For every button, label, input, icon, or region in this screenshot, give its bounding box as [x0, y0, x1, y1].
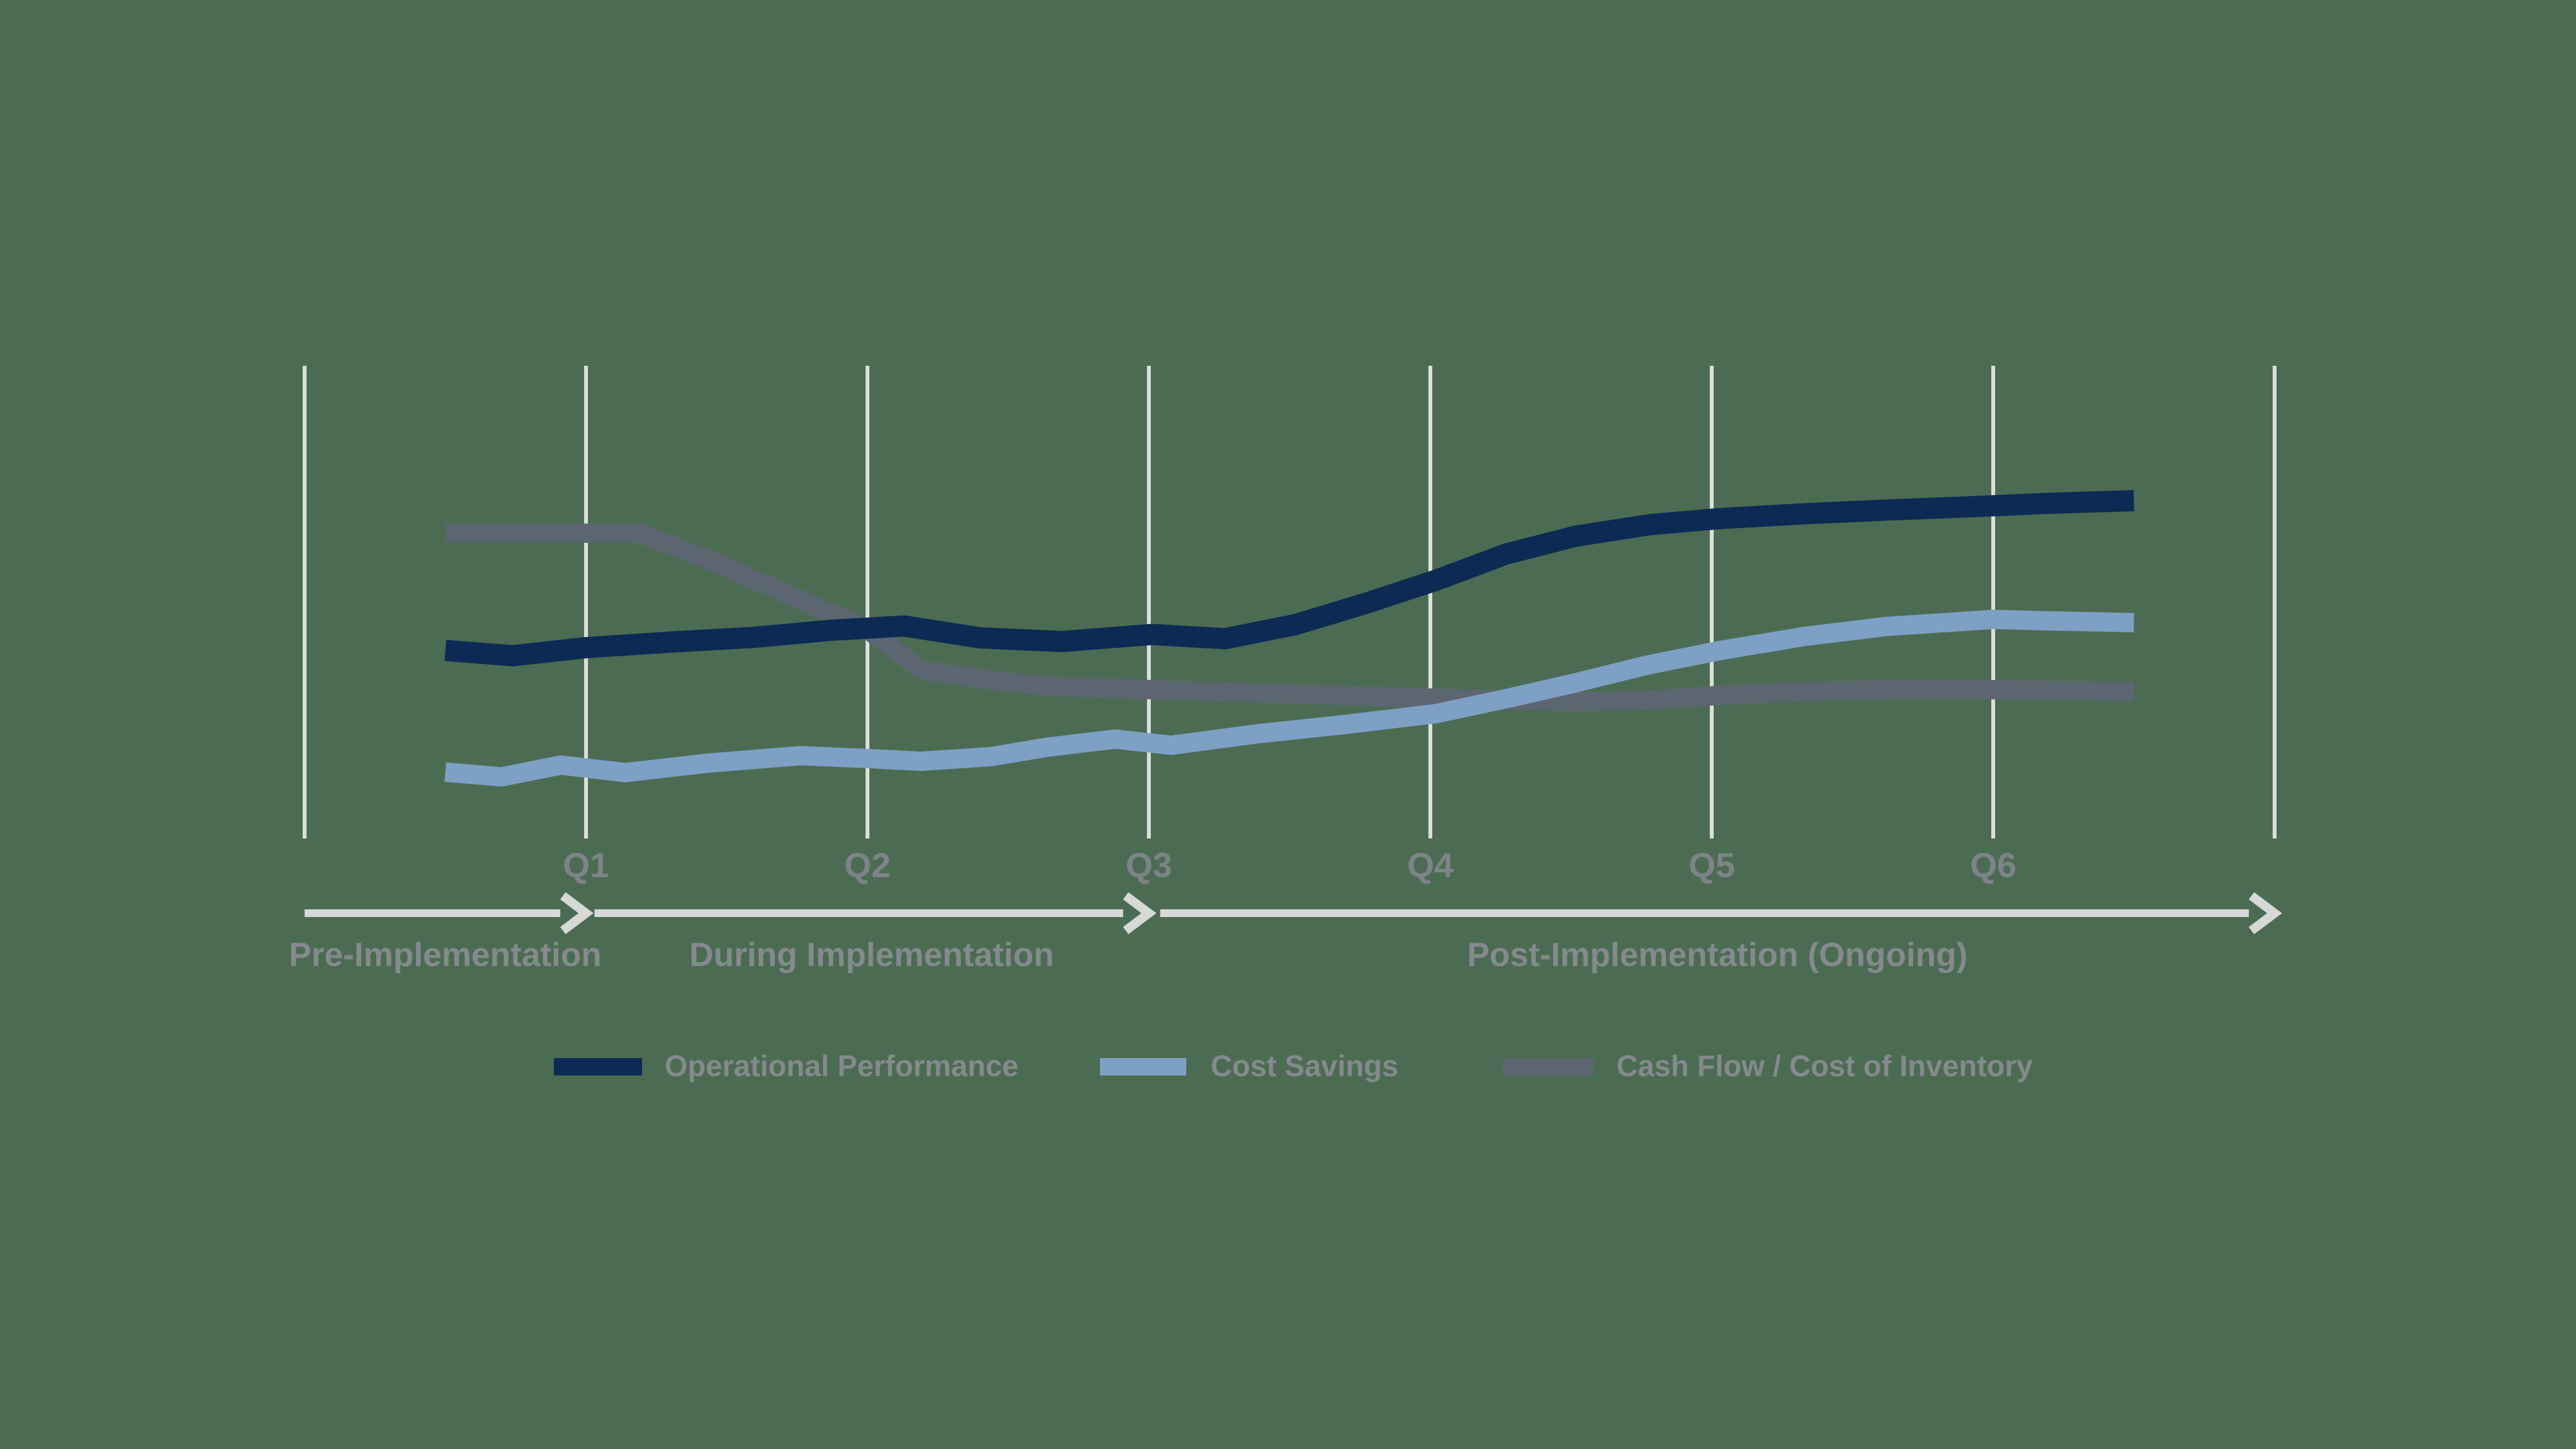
x-tick-label-q5: Q5 [1689, 846, 1735, 885]
legend-swatch-cost-savings [1100, 1058, 1186, 1075]
x-axis-tick-labels: Q1 Q2 Q3 Q4 Q5 Q6 [563, 846, 2016, 885]
x-tick-label-q4: Q4 [1407, 846, 1454, 885]
phase-arrows-group [305, 892, 2282, 934]
legend-label-cash-flow-cost-of-inventory: Cash Flow / Cost of Inventory [1616, 1049, 2033, 1083]
legend: Operational Performance Cost Savings Cash … [554, 1049, 2033, 1083]
legend-label-operational-performance: Operational Performance [665, 1049, 1019, 1083]
series-line-cost-savings [444, 609, 2134, 787]
series-lines-group [444, 489, 2135, 787]
phase-label-during-implementation: During Implementation [689, 936, 1054, 974]
arrowhead-icon [1122, 892, 1157, 934]
x-tick-label-q6: Q6 [1970, 846, 2016, 885]
arrowhead-icon [560, 892, 594, 934]
phase-label-pre-implementation: Pre-Implementation [289, 936, 601, 974]
legend-swatch-cash-flow-cost-of-inventory [1503, 1058, 1593, 1075]
x-tick-label-q2: Q2 [844, 846, 891, 885]
legend-swatch-operational-performance [554, 1058, 642, 1075]
x-tick-label-q3: Q3 [1126, 846, 1172, 885]
series-line-operational-performance [444, 489, 2135, 667]
series-line-cash-flow-cost-of-inventory [445, 523, 2134, 712]
arrowhead-icon [2248, 892, 2282, 934]
gridlines-group [303, 366, 2277, 838]
legend-label-cost-savings: Cost Savings [1211, 1049, 1398, 1083]
phase-label-post-implementation-ongoing: Post-Implementation (Ongoing) [1467, 936, 1967, 974]
phase-labels-group: Pre-Implementation During Implementation P… [289, 936, 1967, 974]
x-tick-label-q1: Q1 [563, 846, 609, 885]
